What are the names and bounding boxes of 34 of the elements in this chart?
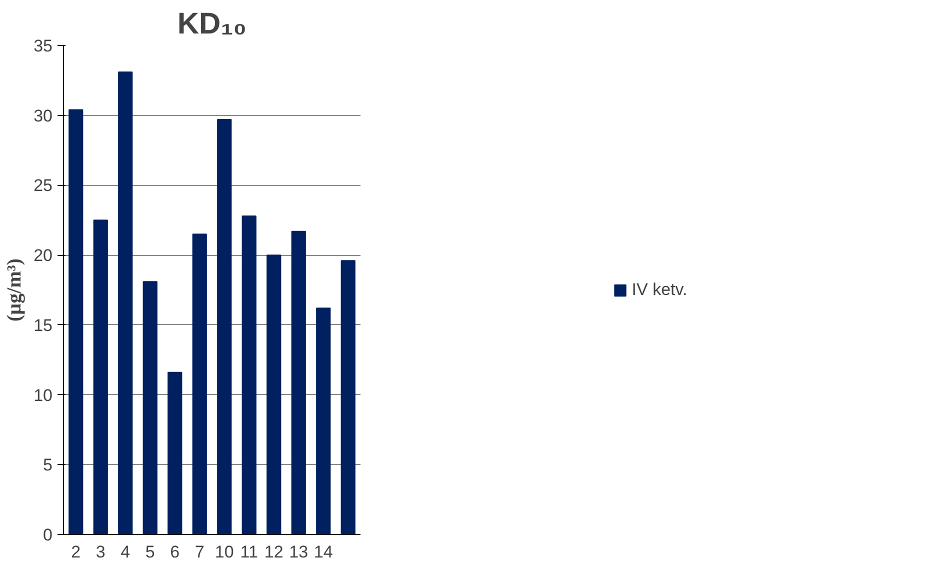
bar [340, 260, 356, 534]
y-tick-label: 20 [34, 246, 53, 266]
y-tick-label: 15 [34, 316, 53, 335]
bar [217, 119, 232, 534]
x-tick-label: 6 [170, 542, 180, 562]
bar [266, 254, 282, 534]
y-tick-label: 10 [34, 386, 53, 405]
x-tick-label: 12 [264, 542, 284, 562]
x-tick-label: 3 [96, 542, 106, 562]
x-tick-label: 4 [120, 542, 130, 562]
bar [291, 230, 306, 534]
bar [192, 234, 207, 534]
bar [168, 372, 182, 534]
x-tick-label: 11 [240, 542, 258, 562]
bar [142, 281, 158, 534]
x-tick-label: 2 [71, 542, 81, 562]
x-tick-label: 5 [145, 542, 155, 562]
y-tick-label: 5 [43, 456, 53, 475]
x-tick-label: 13 [289, 542, 308, 562]
bar [118, 72, 133, 534]
bar [316, 308, 331, 534]
y-tick-label: 35 [34, 36, 53, 56]
x-tick-label: 14 [314, 542, 333, 562]
bar [93, 220, 108, 534]
bar [242, 215, 256, 534]
bar [68, 109, 84, 534]
y-tick-label: 0 [43, 526, 53, 544]
y-axis-title: (µg/m³) [4, 258, 26, 322]
y-tick-label: 30 [34, 106, 53, 126]
chart-title: KD₁₀ [177, 8, 247, 40]
legend-label: IV ketv. [632, 280, 688, 300]
y-tick-label: 25 [34, 176, 53, 196]
x-tick-label: 7 [194, 542, 204, 562]
x-tick-label: 10 [214, 542, 234, 562]
